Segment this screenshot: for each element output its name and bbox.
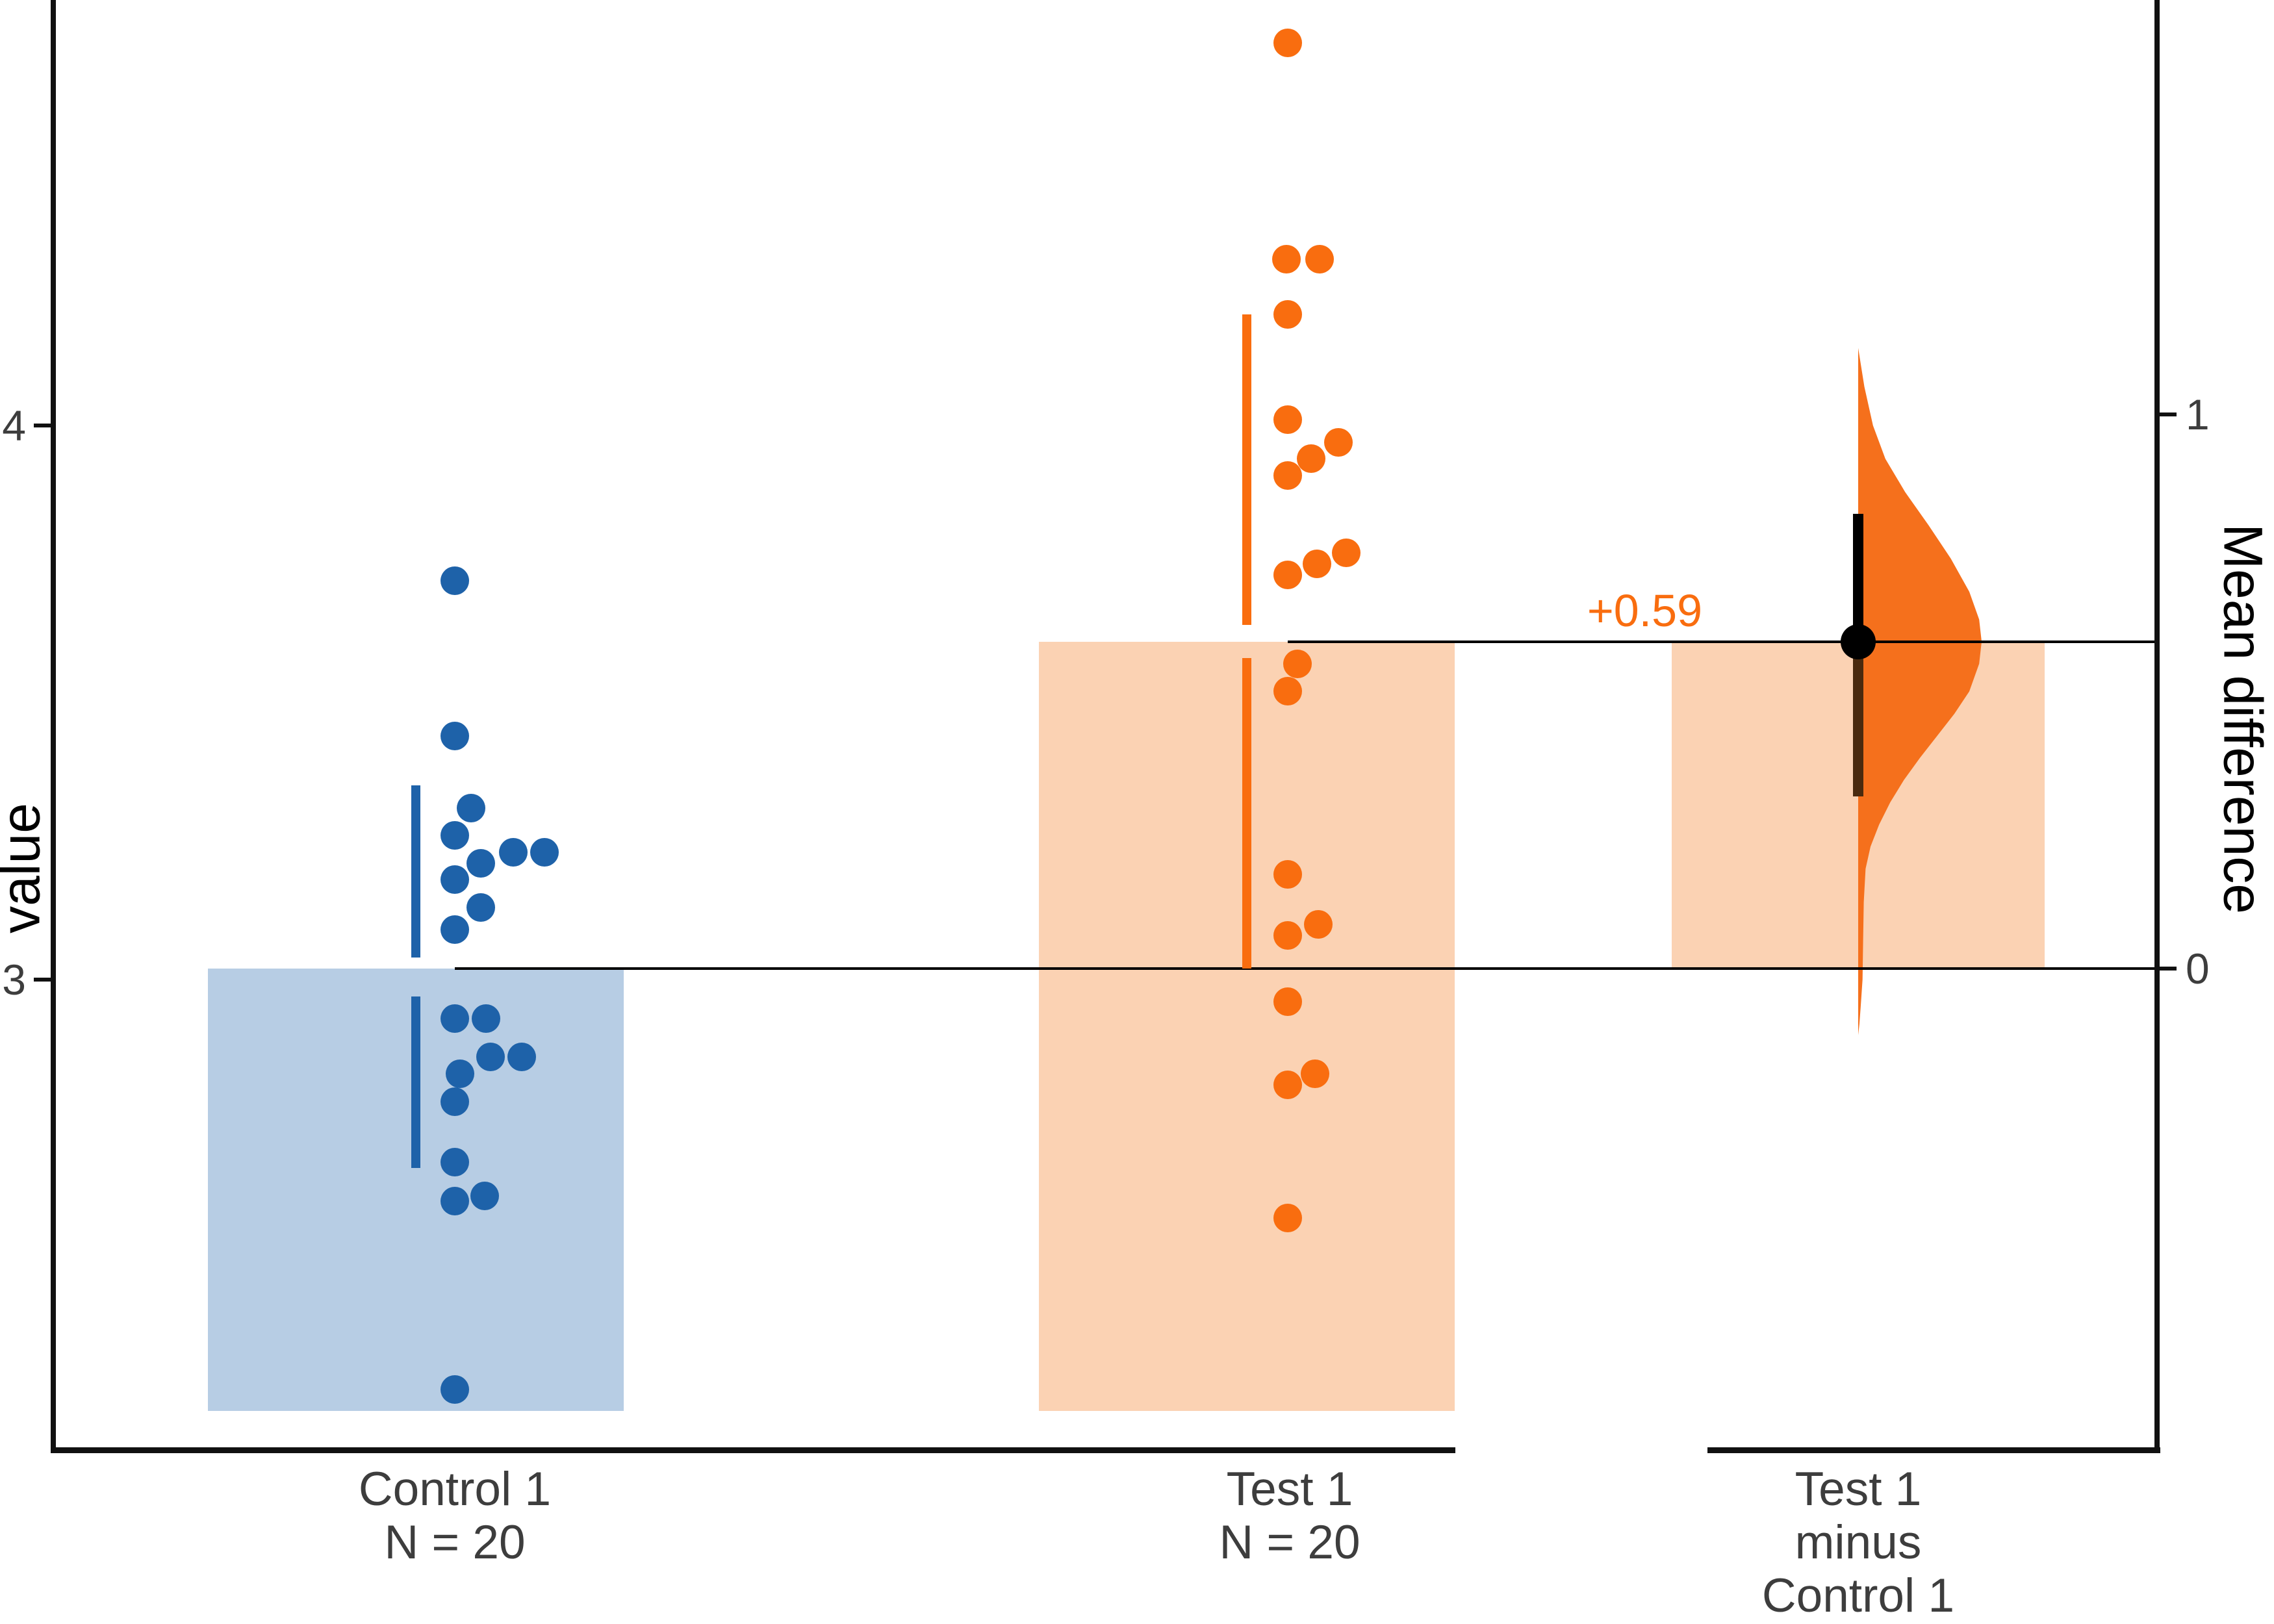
x-label-control-line1: Control 1 bbox=[358, 1463, 552, 1516]
swarm-dot-control bbox=[441, 821, 469, 850]
left-tick-mark-3 bbox=[34, 978, 51, 982]
swarm-dot-test bbox=[1283, 649, 1312, 678]
swarm-dot-control bbox=[472, 1004, 500, 1033]
mean-difference-annotation: +0.59 bbox=[1587, 585, 1702, 636]
swarm-dot-control bbox=[441, 865, 469, 894]
bootstrap-distribution-violin bbox=[1858, 348, 1982, 1035]
swarm-dot-test bbox=[1324, 427, 1353, 457]
swarm-dot-test bbox=[1273, 1203, 1302, 1232]
ci-line-lower bbox=[1853, 641, 1863, 797]
swarm-dot-test bbox=[1273, 920, 1302, 950]
x-label-control-group: Control 1 N = 20 bbox=[208, 1463, 702, 1569]
swarm-dot-test bbox=[1301, 1059, 1329, 1088]
swarm-dot-control bbox=[507, 1043, 536, 1072]
swarm-dot-test bbox=[1303, 550, 1331, 579]
test-sd-line-1 bbox=[1242, 658, 1251, 969]
swarm-dot-test bbox=[1273, 461, 1302, 490]
swarm-dot-test bbox=[1273, 987, 1302, 1017]
ci-line-upper bbox=[1853, 514, 1863, 642]
swarm-dot-test bbox=[1272, 245, 1301, 274]
swarm-dot-control bbox=[441, 566, 469, 595]
swarm-dot-test bbox=[1273, 561, 1302, 590]
swarm-dot-control bbox=[441, 1004, 469, 1033]
swarm-dot-test bbox=[1273, 859, 1302, 889]
swarm-dot-control bbox=[441, 1087, 469, 1116]
swarm-dot-control bbox=[441, 1187, 469, 1216]
right-tick-label-1: 1 bbox=[2186, 390, 2210, 438]
x-label-test-group: Test 1 N = 20 bbox=[1043, 1463, 1537, 1569]
swarm-dot-control bbox=[470, 1181, 499, 1210]
right-tick-mark-1 bbox=[2160, 412, 2177, 416]
x-label-diff-line3: Control 1 bbox=[1761, 1569, 1955, 1622]
swarm-dot-test bbox=[1273, 677, 1302, 706]
swarm-dot-control bbox=[457, 793, 485, 822]
left-tick-mark-4 bbox=[34, 424, 51, 427]
swarm-dot-test bbox=[1273, 1071, 1302, 1100]
mean-difference-dot bbox=[1841, 624, 1876, 659]
left-tick-label-3: 3 bbox=[2, 956, 26, 1004]
swarm-dot-control bbox=[441, 721, 469, 750]
swarm-dot-test bbox=[1273, 405, 1302, 435]
x-label-diff-line1: Test 1 bbox=[1795, 1463, 1922, 1516]
swarm-dot-test bbox=[1273, 300, 1302, 329]
x-label-test-line2: N = 20 bbox=[1219, 1516, 1361, 1569]
swarm-dot-test bbox=[1304, 909, 1333, 939]
left-tick-label-4: 4 bbox=[2, 401, 26, 450]
swarm-dot-control bbox=[530, 837, 559, 867]
right-y-axis-spine bbox=[2154, 0, 2160, 1453]
swarm-dot-control bbox=[466, 893, 495, 922]
zero-reference-line bbox=[455, 967, 2154, 970]
main-x-axis-spine bbox=[51, 1447, 1455, 1453]
swarm-dot-control bbox=[446, 1059, 474, 1088]
swarm-dot-control bbox=[476, 1043, 505, 1072]
x-label-difference-group: Test 1 minus Control 1 bbox=[1611, 1463, 2105, 1623]
swarm-dot-control bbox=[499, 837, 528, 867]
swarm-dot-control bbox=[441, 1148, 469, 1177]
swarm-dot-test bbox=[1273, 29, 1302, 58]
swarm-dot-test bbox=[1297, 444, 1325, 474]
left-y-axis-spine bbox=[51, 0, 56, 1453]
mean-difference-line bbox=[1288, 640, 2154, 643]
swarm-dot-test bbox=[1305, 245, 1334, 274]
swarm-dot-control bbox=[441, 1375, 469, 1404]
x-label-diff-line2: minus bbox=[1795, 1516, 1922, 1569]
swarm-dot-control bbox=[441, 915, 469, 945]
test-sd-line-0 bbox=[1242, 314, 1251, 626]
swarm-dot-control bbox=[466, 848, 495, 878]
swarm-dot-test bbox=[1332, 539, 1361, 568]
control-sd-line-1 bbox=[411, 996, 420, 1168]
right-tick-mark-0 bbox=[2160, 966, 2177, 971]
control-sd-line-0 bbox=[411, 785, 420, 958]
difference-x-axis-spine bbox=[1707, 1447, 2160, 1453]
right-tick-label-0: 0 bbox=[2186, 944, 2210, 993]
x-label-control-line2: N = 20 bbox=[384, 1516, 526, 1569]
x-label-test-line1: Test 1 bbox=[1226, 1463, 1353, 1516]
